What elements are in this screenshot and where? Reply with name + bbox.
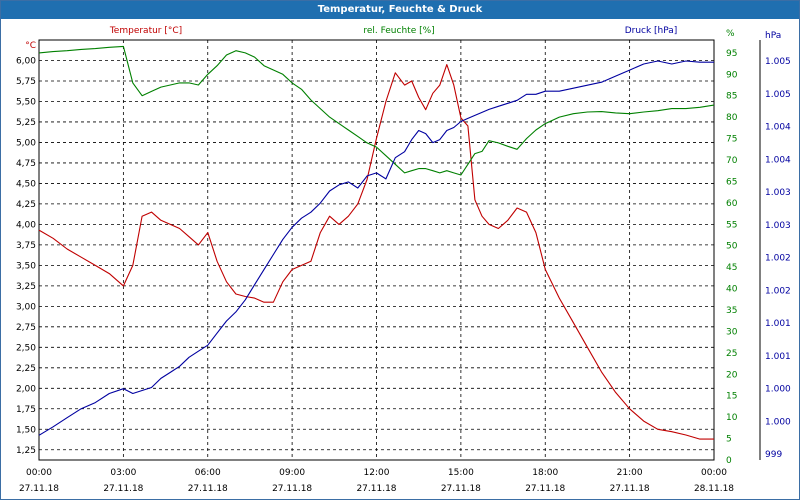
y-tick-temperature: 2,50 [16, 343, 36, 353]
y-tick-humidity: 90 [726, 70, 738, 80]
x-tick-time: 12:00 [364, 468, 390, 478]
x-tick-date: 27.11.18 [272, 484, 312, 494]
y-tick-temperature: 5,25 [16, 118, 36, 128]
y-tick-humidity: 0 [726, 456, 732, 466]
y-tick-pressure: 1.001 [765, 319, 791, 329]
y-tick-temperature: 4,25 [16, 200, 36, 210]
x-tick-time: 00:00 [26, 468, 52, 478]
y-tick-pressure: 1.005 [765, 90, 791, 100]
y-tick-humidity: 85 [726, 92, 737, 102]
y-tick-temperature: 2,00 [16, 384, 36, 394]
humidity-series-line [38, 45, 715, 176]
temperature-series-line [38, 64, 714, 440]
y-tick-pressure: 1.002 [765, 286, 791, 296]
y-tick-humidity: 75 [726, 135, 737, 145]
y-tick-temperature: 5,50 [16, 97, 36, 107]
y-unit-temperature: °C [25, 41, 36, 51]
x-tick-date: 27.11.18 [525, 484, 565, 494]
y-tick-pressure: 1.003 [765, 221, 791, 231]
y-tick-humidity: 50 [726, 242, 738, 252]
axis-label-pressure: Druck [hPa] [625, 26, 678, 36]
y-tick-pressure: 1.000 [765, 417, 791, 427]
y-tick-humidity: 45 [726, 263, 737, 273]
y-tick-pressure: 1.001 [765, 352, 791, 362]
x-tick-date: 27.11.18 [441, 484, 481, 494]
y-tick-temperature: 1,75 [16, 405, 36, 415]
y-tick-temperature: 3,50 [16, 261, 36, 271]
x-tick-time: 21:00 [617, 468, 643, 478]
y-tick-humidity: 30 [726, 327, 738, 337]
y-tick-temperature: 1,25 [16, 446, 36, 456]
x-tick-time: 06:00 [195, 468, 221, 478]
y-tick-pressure: 1.003 [765, 188, 791, 198]
x-tick-date: 27.11.18 [610, 484, 650, 494]
y-tick-temperature: 2,25 [16, 364, 36, 374]
y-tick-temperature: 1,50 [16, 425, 36, 435]
y-tick-humidity: 20 [726, 370, 738, 380]
y-tick-pressure: 1.004 [765, 123, 791, 133]
y-tick-temperature: 4,75 [16, 159, 36, 169]
y-tick-humidity: 40 [726, 285, 738, 295]
y-tick-pressure: 999 [765, 450, 782, 460]
x-tick-time: 18:00 [532, 468, 558, 478]
y-tick-temperature: 2,75 [16, 323, 36, 333]
y-tick-humidity: 35 [726, 306, 737, 316]
y-tick-humidity: 5 [726, 435, 732, 445]
x-tick-date: 27.11.18 [103, 484, 143, 494]
y-tick-temperature: 3,25 [16, 282, 36, 292]
y-unit-humidity: % [726, 29, 735, 39]
y-tick-humidity: 65 [726, 177, 737, 187]
y-tick-temperature: 3,00 [16, 302, 36, 312]
axis-label-temperature: Temperatur [°C] [109, 26, 182, 36]
pressure-series-line [38, 60, 714, 436]
y-tick-pressure: 1.000 [765, 385, 791, 395]
x-tick-time: 15:00 [448, 468, 474, 478]
y-unit-pressure: hPa [765, 31, 781, 41]
y-tick-humidity: 95 [726, 49, 737, 59]
y-tick-humidity: 25 [726, 349, 737, 359]
y-tick-humidity: 60 [726, 199, 738, 209]
y-tick-humidity: 15 [726, 392, 737, 402]
axis-label-humidity: rel. Feuchte [%] [363, 26, 434, 36]
y-tick-pressure: 1.005 [765, 57, 791, 67]
y-tick-temperature: 6,00 [16, 56, 36, 66]
x-tick-time: 03:00 [110, 468, 136, 478]
y-tick-temperature: 4,00 [16, 220, 36, 230]
y-tick-temperature: 4,50 [16, 179, 36, 189]
y-tick-pressure: 1.002 [765, 254, 791, 264]
y-tick-temperature: 5,00 [16, 138, 36, 148]
x-tick-date: 27.11.18 [188, 484, 228, 494]
x-tick-time: 00:00 [701, 468, 727, 478]
window-title: Temperatur, Feuchte & Druck [1, 1, 799, 19]
y-tick-humidity: 10 [726, 413, 738, 423]
y-tick-temperature: 3,75 [16, 241, 36, 251]
y-tick-humidity: 70 [726, 156, 738, 166]
y-tick-temperature: 5,75 [16, 77, 36, 87]
y-tick-humidity: 55 [726, 220, 737, 230]
x-tick-date: 27.11.18 [19, 484, 59, 494]
x-tick-time: 09:00 [279, 468, 305, 478]
y-tick-pressure: 1.004 [765, 155, 791, 165]
chart-canvas: 1,25 1,50 1,75 2,00 2,25 2,50 2,75 3,00 3,25 3,50… [16, 26, 791, 494]
y-tick-humidity: 80 [726, 113, 738, 123]
x-tick-date: 27.11.18 [356, 484, 396, 494]
x-tick-date: 28.11.18 [694, 484, 734, 494]
